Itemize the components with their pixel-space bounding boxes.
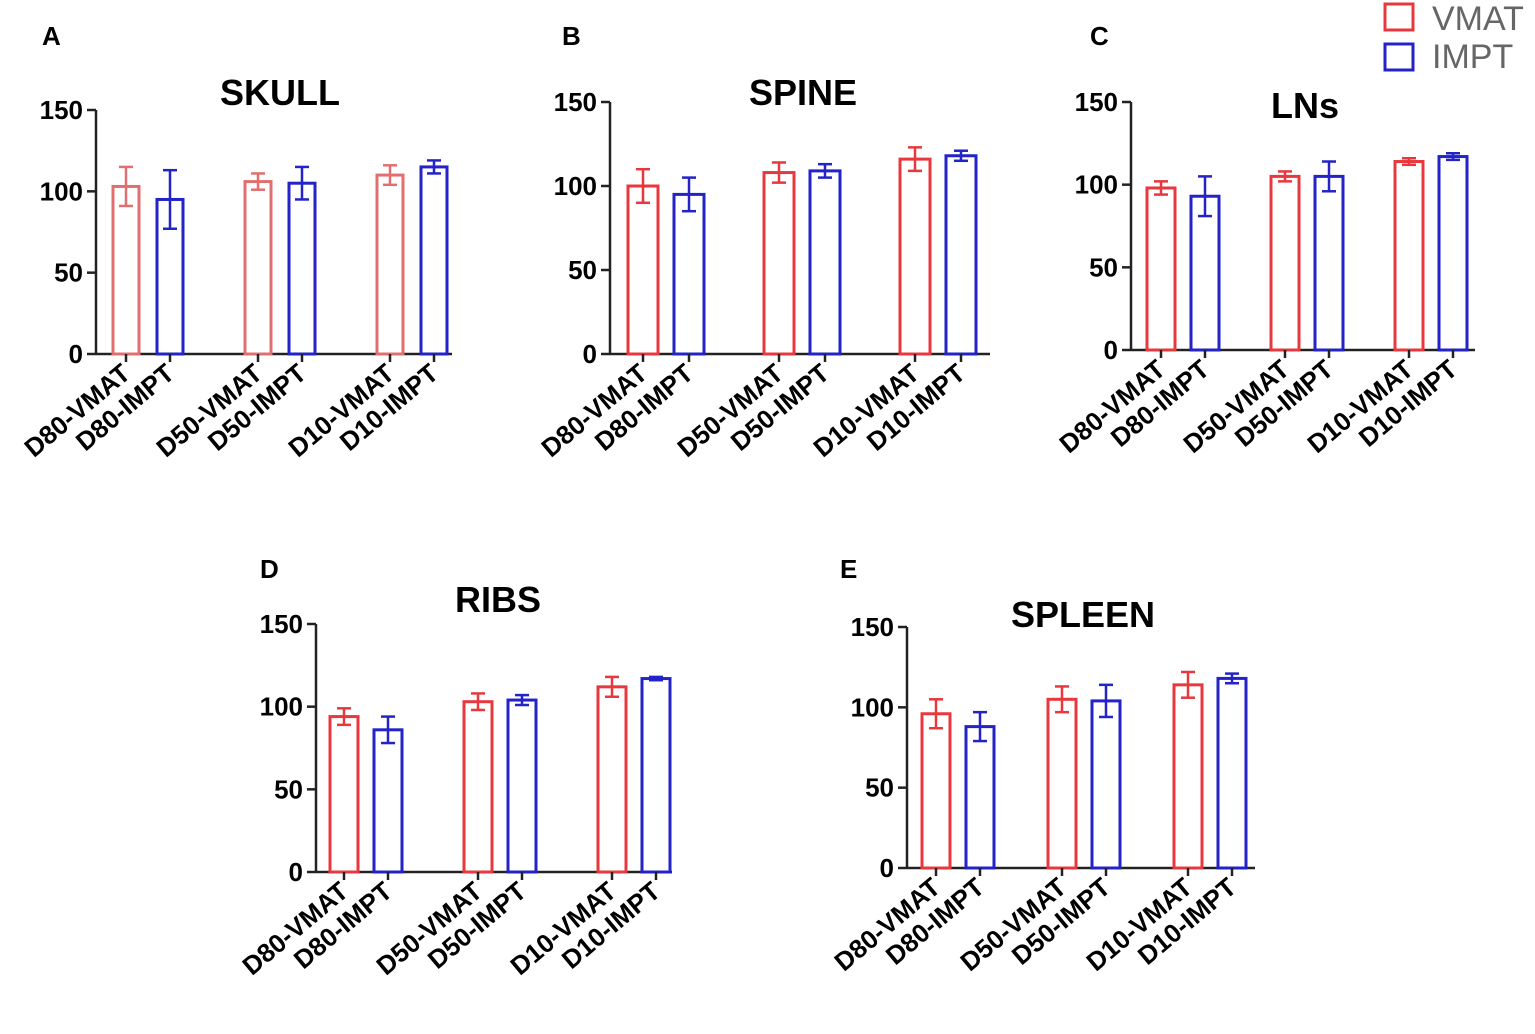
panel-b-bar-d50-impt: [808, 169, 842, 356]
panel-e: ESPLEEN050100150D80-VMATD80-IMPTD50-VMAT…: [828, 554, 1255, 977]
panel-e-bar-d80-impt: [964, 725, 996, 870]
panel-d-ytick-label: 50: [274, 774, 303, 804]
panel-a-bar-d10-vmat: [375, 173, 405, 356]
panels: ASKULL050100150D80-VMATD80-IMPTD50-VMATD…: [18, 21, 1475, 981]
panel-b-label: B: [562, 21, 581, 51]
panel-c-bar-d10-vmat: [1393, 160, 1425, 352]
legend-vmat-swatch: [1383, 2, 1415, 32]
panel-c-bar-d50-impt: [1313, 174, 1345, 352]
panel-d-ytick-label: 150: [260, 609, 303, 639]
panel-c-ytick-label: 100: [1075, 170, 1118, 200]
panel-b-bar-d10-impt: [944, 154, 978, 356]
panel-d: DRIBS050100150D80-VMATD80-IMPTD50-VMATD5…: [236, 554, 672, 981]
panel-c-bar-d10-impt: [1437, 155, 1469, 352]
panel-d-label: D: [260, 554, 279, 584]
panel-c-label: C: [1090, 21, 1109, 51]
panel-c-ytick-label: 0: [1104, 335, 1118, 365]
panel-e-label: E: [840, 554, 857, 584]
panel-c-bar-d50-vmat: [1269, 174, 1301, 352]
panel-e-bar-d10-impt: [1216, 676, 1248, 870]
panel-c-bar-d80-vmat: [1145, 186, 1177, 352]
panel-e-ytick-label: 0: [880, 853, 894, 883]
panel-e-title: SPLEEN: [1011, 594, 1155, 635]
panel-d-bar-d10-vmat: [596, 685, 628, 874]
panel-b-bar-d10-vmat: [898, 157, 932, 356]
panel-e-bar-d80-vmat: [920, 712, 952, 870]
panel-a-ytick-label: 100: [40, 176, 83, 206]
panel-e-bar-d50-vmat: [1046, 697, 1078, 870]
panel-d-ytick-label: 0: [289, 857, 303, 887]
panel-b-ytick-label: 0: [583, 339, 597, 369]
panel-a: ASKULL050100150D80-VMATD80-IMPTD50-VMATD…: [18, 21, 452, 463]
panel-d-bar-d80-impt: [372, 728, 404, 874]
legend-impt-label: IMPT: [1432, 38, 1513, 76]
panel-b: BSPINE050100150D80-VMATD80-IMPTD50-VMATD…: [535, 21, 990, 463]
panel-a-bar-d80-vmat: [111, 184, 141, 356]
panel-d-bar-d80-vmat: [328, 715, 360, 874]
panel-e-ytick-label: 100: [851, 692, 894, 722]
panel-a-ytick-label: 50: [54, 258, 83, 288]
panel-d-bar-d10-impt: [640, 677, 672, 874]
panel-b-bar-d50-vmat: [762, 171, 796, 356]
panel-c-ytick-label: 50: [1089, 252, 1118, 282]
panel-d-bar-d50-vmat: [462, 700, 494, 874]
panel-a-title: SKULL: [220, 72, 340, 113]
panel-c-title: LNs: [1271, 85, 1339, 126]
panel-d-ytick-label: 100: [260, 692, 303, 722]
panel-a-bar-d50-impt: [287, 181, 317, 356]
panel-a-bar-d10-impt: [419, 165, 449, 356]
legend-vmat-label: VMAT: [1432, 0, 1524, 38]
panel-a-ytick-label: 0: [69, 339, 83, 369]
panel-a-ytick-label: 150: [40, 95, 83, 125]
panel-c: CLNs050100150D80-VMATD80-IMPTD50-VMATD50…: [1053, 21, 1475, 459]
panel-d-bar-d50-impt: [506, 698, 538, 874]
panel-b-bar-d80-impt: [672, 192, 706, 356]
panel-e-ytick-label: 150: [851, 612, 894, 642]
legend: VMAT IMPT: [1383, 0, 1524, 76]
panel-b-ytick-label: 100: [554, 171, 597, 201]
panel-c-ytick-label: 150: [1075, 87, 1118, 117]
panel-b-bar-d80-vmat: [626, 184, 660, 356]
panel-e-ytick-label: 50: [865, 773, 894, 803]
panel-a-bar-d50-vmat: [243, 180, 273, 356]
panel-b-ytick-label: 50: [568, 255, 597, 285]
panel-b-ytick-label: 150: [554, 87, 597, 117]
panel-d-title: RIBS: [455, 579, 541, 620]
legend-impt-swatch: [1383, 42, 1415, 72]
panel-e-bar-d50-impt: [1090, 699, 1122, 870]
panel-b-title: SPINE: [749, 72, 857, 113]
panel-a-label: A: [42, 21, 61, 51]
panel-c-bar-d80-impt: [1189, 194, 1221, 352]
panel-e-bar-d10-vmat: [1172, 683, 1204, 870]
